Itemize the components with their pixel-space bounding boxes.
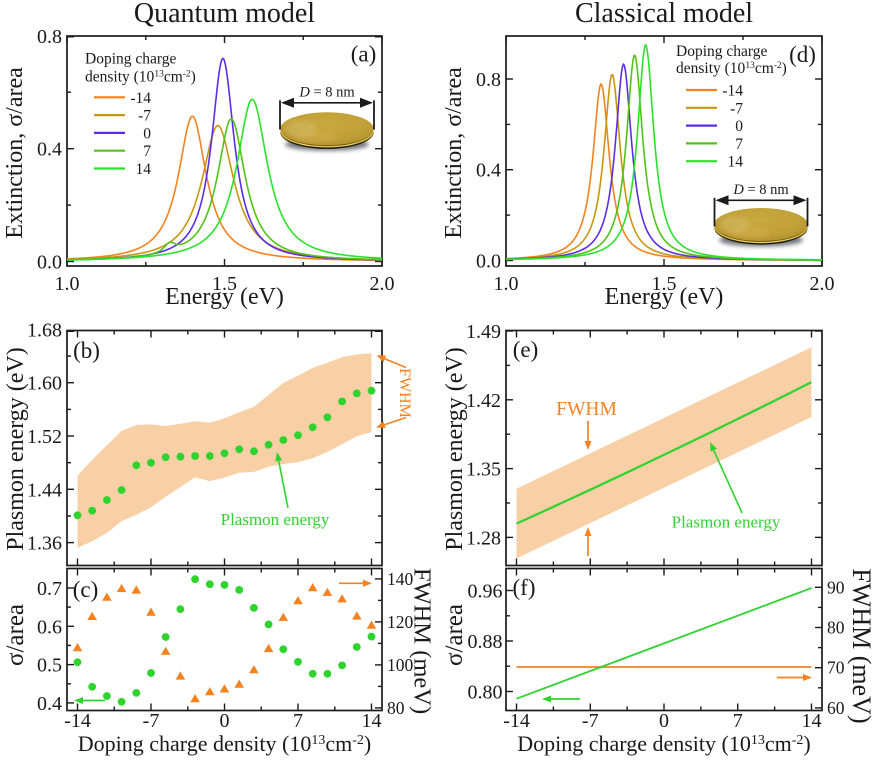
- svg-text:density (1013cm-2): density (1013cm-2): [85, 69, 196, 86]
- svg-text:1.52: 1.52: [27, 426, 62, 448]
- svg-text:FWHM: FWHM: [556, 399, 617, 420]
- svg-text:0.5: 0.5: [37, 655, 62, 677]
- svg-text:Plasmon energy (eV): Plasmon energy (eV): [442, 347, 468, 551]
- svg-text:90: 90: [827, 577, 845, 597]
- svg-text:σ/area: σ/area: [441, 604, 468, 666]
- svg-text:80: 80: [827, 618, 845, 638]
- svg-text:density (1013cm-2): density (1013cm-2): [676, 60, 787, 77]
- svg-text:Plasmon energy: Plasmon energy: [672, 513, 781, 532]
- svg-text:2.0: 2.0: [810, 273, 835, 295]
- svg-text:0: 0: [220, 710, 230, 732]
- svg-text:(b): (b): [73, 338, 100, 363]
- svg-text:0.7: 0.7: [37, 578, 62, 600]
- svg-text:1.44: 1.44: [27, 479, 62, 501]
- svg-text:0.0: 0.0: [476, 251, 501, 273]
- svg-text:Energy (eV): Energy (eV): [165, 284, 284, 310]
- svg-text:0.8: 0.8: [37, 26, 62, 48]
- svg-text:0.8: 0.8: [476, 69, 501, 91]
- svg-text:0.4: 0.4: [37, 139, 62, 161]
- svg-text:2.0: 2.0: [370, 273, 395, 295]
- svg-text:-14: -14: [503, 710, 530, 732]
- svg-text:Classical model: Classical model: [575, 0, 753, 29]
- svg-text:80: 80: [387, 698, 405, 718]
- svg-text:(d): (d): [789, 42, 816, 67]
- svg-text:Plasmon energy (eV): Plasmon energy (eV): [3, 347, 29, 551]
- svg-text:14: 14: [362, 710, 382, 732]
- svg-text:1.42: 1.42: [466, 390, 501, 412]
- svg-text:FWHM: FWHM: [396, 368, 413, 418]
- svg-text:120: 120: [387, 612, 414, 632]
- svg-text:70: 70: [827, 658, 845, 678]
- svg-text:-7: -7: [138, 108, 151, 125]
- svg-text:0: 0: [659, 710, 669, 732]
- svg-text:7: 7: [733, 710, 743, 732]
- svg-text:0: 0: [735, 118, 743, 135]
- svg-text:0.4: 0.4: [37, 693, 62, 715]
- svg-text:-14: -14: [130, 90, 151, 107]
- svg-text:-14: -14: [64, 710, 91, 732]
- svg-text:0: 0: [143, 125, 151, 142]
- svg-text:7: 7: [293, 710, 303, 732]
- svg-text:(e): (e): [513, 337, 539, 362]
- svg-text:1.5: 1.5: [212, 273, 237, 295]
- svg-text:Energy (eV): Energy (eV): [605, 284, 724, 310]
- svg-text:7: 7: [735, 136, 743, 153]
- svg-text:0.80: 0.80: [468, 681, 503, 703]
- svg-text:Doping charge density (1013cm-: Doping charge density (1013cm-2): [517, 731, 811, 756]
- svg-text:FWHM (meV): FWHM (meV): [847, 568, 872, 723]
- svg-text:0.96: 0.96: [468, 581, 503, 603]
- svg-text:-7: -7: [582, 710, 599, 732]
- svg-text:-7: -7: [143, 710, 160, 732]
- svg-text:-14: -14: [722, 83, 743, 100]
- svg-text:14: 14: [728, 154, 744, 171]
- svg-text:0.0: 0.0: [37, 252, 62, 274]
- svg-text:14: 14: [136, 161, 152, 178]
- svg-text:1.36: 1.36: [27, 533, 62, 555]
- svg-text:Plasmon energy: Plasmon energy: [221, 510, 330, 529]
- svg-text:1.49: 1.49: [466, 321, 501, 343]
- svg-text:(c): (c): [73, 577, 99, 602]
- svg-text:Quantum model: Quantum model: [134, 0, 315, 29]
- svg-text:Doping charge: Doping charge: [676, 43, 768, 60]
- svg-text:Extinction, σ/area: Extinction, σ/area: [441, 67, 467, 239]
- svg-text:0.4: 0.4: [476, 160, 501, 182]
- svg-text:Doping charge density (1013cm-: Doping charge density (1013cm-2): [78, 731, 372, 756]
- svg-text:(f): (f): [513, 575, 536, 600]
- svg-text:(a): (a): [351, 42, 377, 67]
- svg-text:FWHM (meV): FWHM (meV): [409, 568, 436, 714]
- svg-text:0.88: 0.88: [468, 631, 503, 653]
- svg-text:1.5: 1.5: [652, 273, 677, 295]
- svg-text:7: 7: [143, 143, 151, 160]
- svg-text:1.68: 1.68: [27, 319, 62, 341]
- svg-text:14: 14: [801, 710, 821, 732]
- svg-text:0.6: 0.6: [37, 616, 62, 638]
- svg-text:Extinction, σ/area: Extinction, σ/area: [2, 67, 28, 239]
- svg-text:1.35: 1.35: [466, 459, 501, 481]
- svg-text:D = 8 nm: D = 8 nm: [732, 182, 789, 198]
- svg-text:60: 60: [827, 698, 845, 718]
- svg-text:1.0: 1.0: [494, 273, 519, 295]
- svg-text:Doping charge: Doping charge: [85, 51, 177, 68]
- svg-text:100: 100: [387, 655, 414, 675]
- svg-text:1.60: 1.60: [27, 373, 62, 395]
- svg-text:1.0: 1.0: [55, 273, 80, 295]
- svg-text:-7: -7: [730, 100, 743, 117]
- svg-text:1.28: 1.28: [466, 527, 501, 549]
- svg-text:σ/area: σ/area: [2, 604, 29, 666]
- svg-text:140: 140: [387, 569, 414, 589]
- svg-text:D = 8 nm: D = 8 nm: [298, 85, 355, 101]
